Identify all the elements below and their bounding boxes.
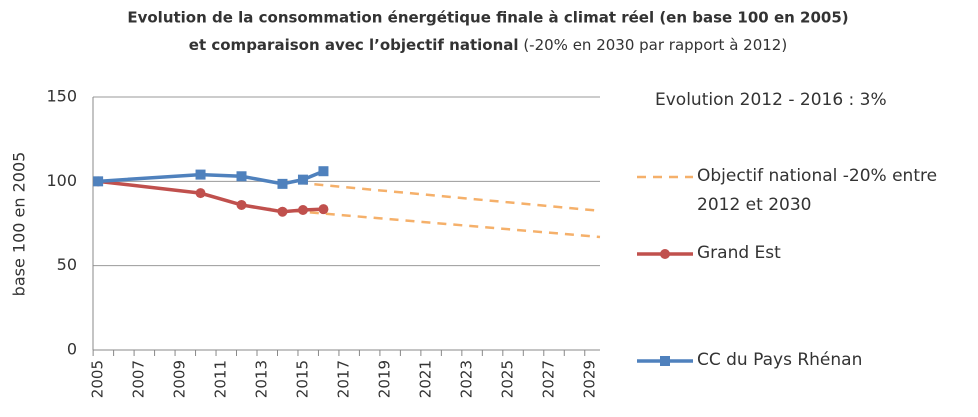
x-tick-label: 2007: [130, 360, 148, 398]
line-series: [97, 179, 324, 214]
legend-marker: [660, 249, 670, 259]
annotation: Evolution 2012 - 2016 : 3%: [655, 90, 887, 110]
y-tick-label: 0: [67, 340, 77, 359]
x-tick-label: 2011: [212, 360, 230, 398]
point: [277, 178, 288, 189]
chart-title: Evolution de la consommation énergétique…: [127, 9, 848, 27]
x-tick-label: 2013: [253, 360, 271, 398]
point: [93, 176, 104, 187]
subtitle-normal: (-20% en 2030 par rapport à 2012): [523, 36, 787, 54]
subtitle-bold: et comparaison avec l’objectif national: [189, 36, 519, 54]
legend-marker: [660, 356, 670, 366]
x-tick-label: 2023: [457, 360, 475, 398]
point: [277, 206, 288, 217]
y-tick-label: 50: [57, 255, 77, 274]
chart-subtitle: et comparaison avec l’objectif national …: [189, 36, 787, 54]
x-tick-label: 2009: [171, 360, 189, 398]
point: [318, 204, 329, 215]
x-tick-label: 2029: [580, 360, 598, 398]
x-tick-label: 2025: [498, 360, 516, 398]
y-tick-label: 150: [46, 87, 77, 106]
line-series: [98, 169, 325, 186]
point: [297, 174, 308, 185]
x-tick-label: 2019: [375, 360, 393, 398]
x-tick-label: 2021: [416, 360, 434, 398]
x-tick-label: 2005: [89, 360, 107, 398]
legend-label: Grand Est: [697, 243, 781, 263]
y-tick-label: 100: [46, 171, 77, 190]
point: [195, 188, 206, 199]
y-axis-label: base 100 en 2005: [10, 152, 29, 297]
point: [236, 171, 247, 182]
x-tick-label: 2027: [539, 360, 557, 398]
point: [236, 199, 247, 210]
point: [297, 205, 308, 216]
line-series: [282, 180, 601, 213]
x-tick-label: 2017: [334, 360, 352, 398]
x-tick-label: 2015: [293, 360, 311, 398]
line-series: [261, 207, 601, 239]
point: [195, 169, 206, 180]
legend-label: Objectif national -20% entre 2012 et 203…: [697, 166, 938, 215]
point: [318, 166, 329, 177]
legend-label: CC du Pays Rhénan: [697, 350, 863, 370]
